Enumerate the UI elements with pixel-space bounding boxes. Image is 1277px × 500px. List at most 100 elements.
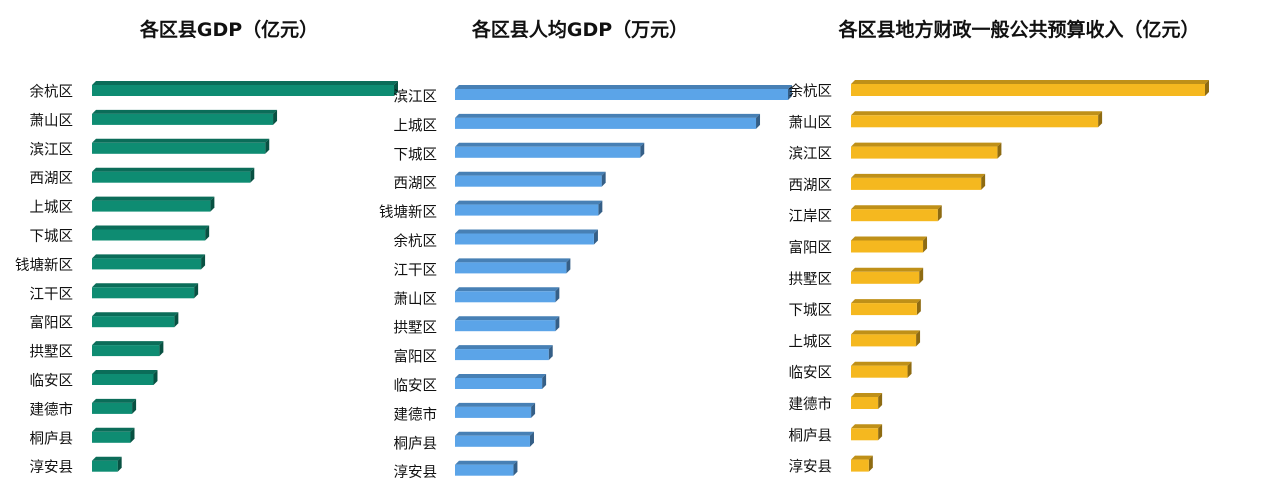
bar-top-face [92,370,158,374]
bar-side-face [923,236,928,253]
category-label: 余杭区 [30,83,74,101]
category-label: 桐庐县 [30,430,74,447]
bar-front-face [851,397,879,409]
bar-top-face [92,196,215,201]
bar-side-face [981,173,986,190]
bar-top-face [455,200,603,205]
bar-side-face [598,200,603,216]
bar-front-face [92,460,118,472]
category-label: 上城区 [394,117,438,134]
bar [455,460,518,476]
bar [92,456,122,472]
bar-top-face [455,460,518,465]
bar [455,142,645,158]
bar-top-face [92,398,137,403]
bar-front-face [455,175,602,187]
bar-top-face [455,229,598,234]
bar [455,316,560,332]
bar-front-face [851,365,908,378]
bar [455,85,792,100]
bar-top-face [455,258,571,263]
category-label: 富阳区 [394,348,438,366]
bar-front-face [92,345,160,357]
bar-front-face [851,428,879,441]
bar [851,173,986,190]
category-label: 淳安县 [30,458,74,476]
bar-front-face [851,334,917,347]
category-label: 富阳区 [789,239,833,257]
bar-front-face [92,171,251,183]
category-label: 桐庐县 [394,435,438,452]
category-label: 萧山区 [394,291,438,308]
bar-side-face [997,142,1002,159]
category-label: 萧山区 [30,112,74,129]
bar-front-face [455,435,530,447]
bar-top-face [92,456,122,461]
category-label: 滨江区 [30,141,74,158]
bar-top-face [92,312,179,317]
chart-panel-3: 各区县地方财政一般公共预算收入（亿元） 余杭区萧山区滨江区西湖区江岸区富阳区拱墅区… [789,18,1209,476]
bar-side-face [201,254,206,270]
category-label: 余杭区 [394,232,438,250]
bar-top-face [92,109,278,114]
bar-top-face [851,236,928,241]
bar-front-face [92,229,206,241]
bar-side-face [916,330,921,347]
category-label: 下城区 [394,146,438,163]
bar-front-face [455,320,556,332]
category-label: 江干区 [394,262,438,279]
category-label: 钱塘新区 [379,204,437,221]
bar-side-face [916,299,921,316]
category-label: 富阳区 [30,314,74,332]
category-label: 下城区 [30,228,74,245]
category-label: 江岸区 [789,208,833,225]
bar-top-face [455,113,761,118]
category-label: 淳安县 [394,463,438,481]
bar [851,267,924,284]
bar-side-face [159,341,164,357]
bar-top-face [92,254,206,259]
bar-front-face [92,287,195,299]
bar-top-face [851,173,986,178]
category-label: 临安区 [789,365,833,382]
bar-top-face [92,283,199,288]
bar [851,142,1002,159]
bar-front-face [851,459,869,472]
bar-top-face [92,138,270,143]
category-label: 钱塘新区 [15,257,73,274]
bar-side-face [868,455,873,472]
bar-side-face [394,81,398,96]
category-label: 临安区 [30,373,74,390]
bar-side-face [566,258,571,274]
bar-side-face [205,225,210,241]
bar-top-face [455,287,560,292]
bar [92,109,278,125]
bar-top-face [455,316,560,321]
category-label: 上城区 [789,333,833,350]
bar-top-face [851,424,883,429]
chart-title: 各区县人均GDP（万元） [471,18,688,41]
bar-top-face [455,85,792,89]
bar-top-face [455,402,536,407]
chart-panel-2: 各区县人均GDP（万元） 滨江区上城区下城区西湖区钱塘新区余杭区江干区萧山区拱墅区… [379,18,792,481]
bar-top-face [455,171,606,176]
bar-top-face [851,80,1209,84]
category-label: 西湖区 [394,175,438,192]
bar-front-face [92,200,211,212]
bar [455,171,606,187]
bar [92,283,199,299]
bar-top-face [851,299,921,304]
bar-top-face [851,361,912,366]
category-label: 桐庐县 [789,427,833,444]
bar [92,398,137,414]
bar [851,424,883,441]
bar-top-face [851,142,1002,147]
category-label: 拱墅区 [394,320,438,337]
bar [92,167,255,183]
category-label: 建德市 [30,401,74,418]
bar [455,374,547,389]
bar [92,254,206,270]
bar-top-face [92,427,135,432]
bar [851,330,921,347]
